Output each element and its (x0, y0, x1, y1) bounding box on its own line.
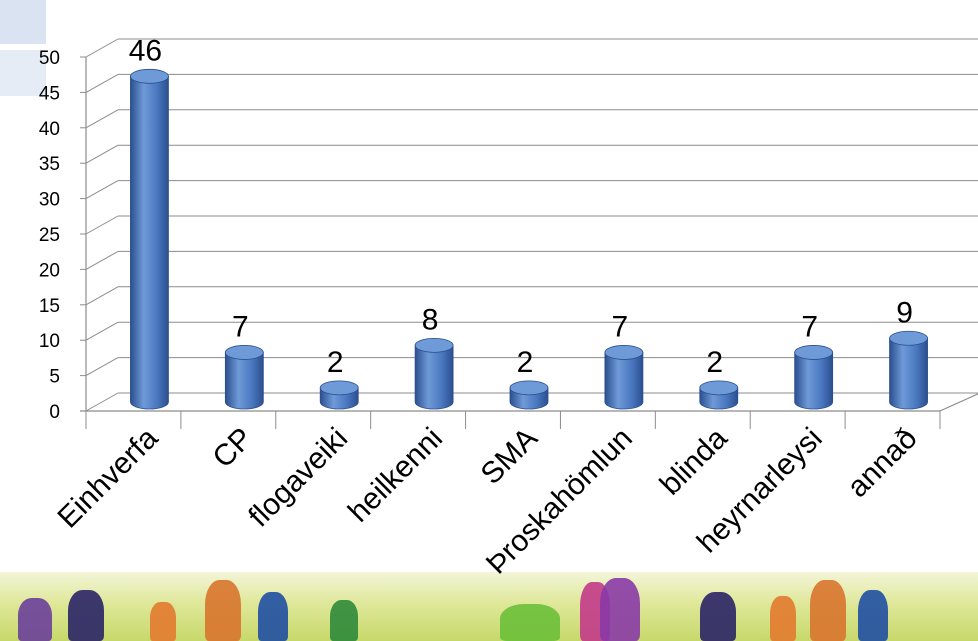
bar-top (699, 380, 739, 396)
category-label: SMA (475, 422, 544, 491)
data-label: 2 (327, 346, 344, 379)
y-tick-label: 35 (39, 154, 60, 175)
data-label: 9 (896, 296, 913, 329)
banner-figure (858, 590, 888, 641)
y-tick-label: 40 (39, 119, 60, 140)
banner-figure (770, 596, 796, 641)
y-tick-label: 0 (49, 402, 60, 423)
banner-figure (150, 602, 176, 641)
gridline-depth (85, 250, 119, 270)
data-label: 8 (422, 303, 439, 336)
banner-figure (810, 580, 846, 641)
y-tick-label: 45 (39, 83, 60, 104)
category-label: annað (841, 422, 923, 504)
y-tick-label: 50 (39, 48, 60, 69)
category-label: heilkenni (342, 422, 449, 529)
bar-top (794, 345, 834, 360)
banner-figure (205, 580, 241, 641)
data-label: 2 (517, 346, 534, 379)
bar (224, 352, 264, 410)
y-tick-label: 10 (39, 331, 60, 352)
gridline-depth (85, 109, 119, 129)
category-label: flogaveiki (242, 422, 354, 534)
data-label: 2 (706, 346, 723, 379)
decorative-banner (0, 572, 978, 641)
category-label: blinda (654, 421, 734, 501)
gridline-depth (85, 321, 119, 341)
bar-top (224, 345, 264, 360)
banner-figure (18, 598, 52, 641)
banner-figure (600, 578, 640, 641)
y-tick-label: 25 (39, 225, 60, 246)
category-label: CP (206, 422, 259, 475)
y-tick-label: 5 (49, 367, 60, 388)
y-tick-label: 30 (39, 190, 60, 211)
data-label: 7 (612, 310, 629, 343)
overlay-box-bottom (0, 50, 46, 96)
bar-top (319, 380, 359, 396)
bar (414, 344, 454, 410)
gridline-depth (85, 144, 119, 164)
axes (80, 56, 978, 429)
grid (85, 38, 978, 412)
gridline-depth (85, 357, 119, 377)
bar-top (130, 68, 169, 84)
bar-top (604, 345, 644, 360)
banner-figure (258, 592, 288, 641)
x-axis-depth (939, 393, 978, 412)
gridline-depth (85, 215, 119, 235)
data-label: 46 (129, 34, 162, 67)
gridline-depth (85, 38, 119, 58)
banner-figure (68, 590, 104, 641)
banner-figure (700, 592, 736, 641)
bar-top (509, 380, 549, 396)
banner-figure (500, 604, 560, 641)
banner-figure (330, 600, 358, 641)
bar (794, 352, 834, 410)
bar-top (414, 337, 454, 353)
y-tick-label: 20 (39, 260, 60, 281)
category-label: Einhverfa (51, 421, 164, 534)
gridline-depth (85, 392, 119, 412)
overlay-box-top (0, 0, 46, 44)
gridline-depth (85, 180, 119, 200)
bar-top (889, 330, 928, 346)
bars (130, 68, 928, 410)
gridline-depth (85, 286, 119, 306)
bar (604, 352, 644, 410)
bar (130, 75, 169, 410)
y-tick-label: 15 (39, 296, 60, 317)
bar (889, 337, 928, 410)
data-label: 7 (801, 310, 818, 343)
labels: 0 5 10 15 20 25 30 35 40 45 50 46 Einhverfa 7 CP 2 floga… (39, 34, 924, 580)
gridline-depth (85, 73, 119, 93)
data-label: 7 (232, 310, 249, 343)
